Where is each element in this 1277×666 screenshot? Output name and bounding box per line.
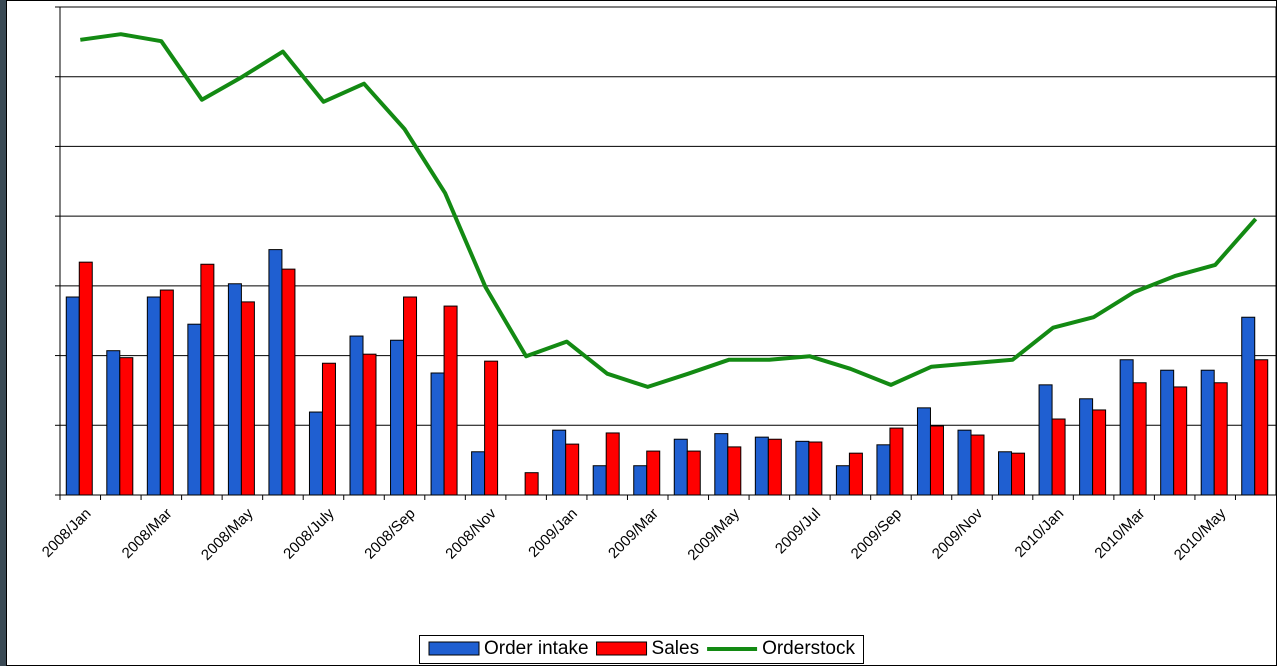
legend-swatch: [428, 641, 480, 656]
bar: [565, 443, 580, 496]
bar: [1254, 359, 1269, 496]
legend-swatch: [596, 641, 648, 656]
bar: [200, 263, 215, 496]
bar: [835, 465, 850, 496]
bar: [1173, 386, 1188, 496]
bar: [1079, 398, 1094, 496]
bar: [970, 434, 985, 496]
bar: [1119, 359, 1134, 496]
bar: [321, 362, 336, 496]
bar: [240, 301, 255, 496]
bar: [1160, 369, 1175, 496]
bar: [187, 323, 202, 496]
bar: [686, 450, 701, 496]
bar: [268, 249, 283, 496]
bar: [848, 452, 863, 496]
bar: [1092, 409, 1107, 496]
bar: [349, 335, 364, 496]
bar: [227, 283, 242, 496]
legend-label: Order intake: [484, 638, 589, 659]
bar: [633, 465, 648, 496]
bar: [1213, 382, 1228, 496]
bar: [552, 429, 567, 496]
bar: [471, 451, 486, 496]
bar: [159, 289, 174, 496]
bar: [998, 451, 1013, 496]
legend-label: Sales: [652, 638, 700, 659]
bar: [957, 429, 972, 496]
bar: [646, 450, 661, 496]
bar: [281, 268, 296, 496]
bar: [795, 440, 810, 496]
bar: [929, 425, 944, 496]
bar: [403, 296, 418, 496]
bar: [673, 438, 688, 496]
bar: [592, 465, 607, 496]
bar: [727, 446, 742, 496]
line: [80, 32, 1258, 389]
bar: [484, 360, 499, 496]
bar: [390, 339, 405, 496]
side-strip: [0, 0, 6, 666]
legend: Order intake Sales Orderstock: [419, 635, 864, 664]
bar: [78, 261, 93, 496]
bar: [605, 432, 620, 496]
bar: [308, 411, 323, 496]
bar: [714, 433, 729, 496]
plot-area: [59, 6, 1277, 496]
bar: [65, 296, 80, 496]
bar: [808, 441, 823, 496]
bar: [119, 357, 134, 496]
bar: [1132, 382, 1147, 496]
bar: [443, 305, 458, 496]
bar: [916, 407, 931, 496]
bar: [1241, 316, 1256, 496]
bar: [754, 436, 769, 496]
bar: [524, 472, 539, 496]
bar: [1011, 452, 1026, 496]
legend-label: Orderstock: [762, 638, 855, 659]
bar: [767, 438, 782, 496]
bar: [146, 296, 161, 496]
bar: [1200, 369, 1215, 496]
bar: [362, 353, 377, 496]
bar: [106, 350, 121, 496]
bar: [1038, 384, 1053, 496]
bar: [1051, 418, 1066, 496]
bar: [430, 372, 445, 496]
bar: [876, 444, 891, 496]
bar: [889, 427, 904, 496]
